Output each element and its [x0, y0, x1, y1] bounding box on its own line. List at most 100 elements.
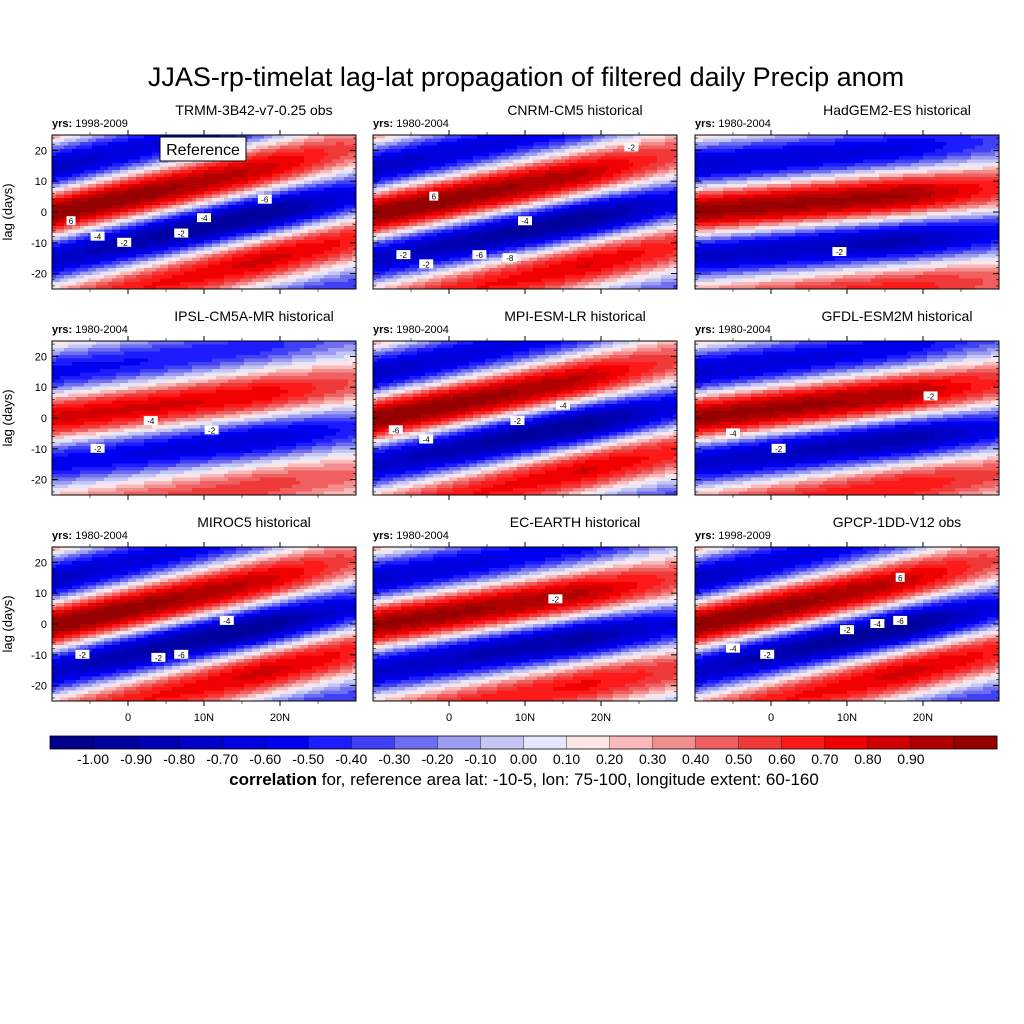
field-cell	[188, 282, 193, 287]
field-cell	[545, 194, 550, 199]
field-cell	[324, 173, 329, 178]
field-cell	[100, 212, 105, 217]
field-cell	[152, 254, 157, 259]
field-cell	[156, 285, 161, 289]
field-cell	[184, 278, 189, 283]
field-cell	[513, 138, 518, 143]
field-cell	[196, 229, 201, 234]
field-cell	[621, 170, 626, 175]
field-cell	[156, 184, 161, 189]
field-cell	[485, 149, 490, 154]
field-cell	[401, 142, 406, 147]
field-cell	[276, 198, 281, 203]
field-cell	[409, 156, 414, 161]
field-cell	[192, 278, 197, 283]
field-cell	[100, 187, 105, 192]
field-cell	[409, 191, 414, 196]
field-cell	[453, 142, 458, 147]
field-cell	[393, 201, 398, 206]
field-cell	[276, 212, 281, 217]
field-cell	[621, 184, 626, 189]
field-cell	[541, 194, 546, 199]
field-cell	[389, 163, 394, 168]
field-cell	[381, 166, 386, 171]
field-cell	[433, 177, 438, 182]
field-cell	[136, 156, 141, 161]
field-cell	[164, 187, 169, 192]
field-cell	[212, 247, 217, 252]
field-cell	[521, 187, 526, 192]
field-cell	[196, 191, 201, 196]
field-cell	[124, 180, 129, 185]
field-cell	[296, 222, 301, 227]
field-cell	[136, 152, 141, 157]
field-cell	[332, 163, 337, 168]
field-cell	[80, 226, 85, 231]
field-cell	[312, 184, 317, 189]
field-cell	[104, 201, 109, 206]
field-cell	[461, 170, 466, 175]
field-cell	[164, 271, 169, 276]
field-cell	[589, 142, 594, 147]
field-cell	[517, 166, 522, 171]
field-cell	[100, 219, 105, 224]
field-cell	[449, 194, 454, 199]
field-cell	[381, 152, 386, 157]
field-cell	[132, 166, 137, 171]
field-cell	[192, 268, 197, 273]
field-cell	[529, 142, 534, 147]
field-cell	[296, 201, 301, 206]
field-cell	[485, 173, 490, 178]
field-cell	[208, 233, 213, 238]
field-cell	[120, 184, 125, 189]
field-cell	[344, 184, 349, 189]
field-cell	[52, 268, 57, 273]
field-cell	[160, 191, 165, 196]
field-cell	[168, 226, 173, 231]
field-cell	[316, 268, 321, 273]
field-cell	[377, 163, 382, 168]
field-cell	[172, 191, 177, 196]
field-cell	[76, 233, 81, 238]
field-cell	[188, 233, 193, 238]
field-cell	[348, 275, 353, 280]
field-cell	[348, 138, 353, 143]
field-cell	[260, 285, 265, 289]
field-cell	[132, 187, 137, 192]
field-cell	[541, 170, 546, 175]
field-cell	[673, 149, 677, 154]
field-cell	[136, 261, 141, 266]
field-cell	[284, 187, 289, 192]
field-cell	[300, 257, 305, 262]
field-cell	[124, 275, 129, 280]
field-cell	[52, 236, 57, 241]
field-cell	[232, 194, 237, 199]
field-cell	[581, 191, 586, 196]
field-cell	[505, 194, 510, 199]
field-cell	[453, 166, 458, 171]
field-cell	[248, 229, 253, 234]
field-cell	[112, 254, 117, 259]
field-cell	[280, 254, 285, 259]
field-cell	[445, 201, 450, 206]
field-cell	[88, 173, 93, 178]
field-cell	[64, 152, 69, 157]
field-cell	[425, 187, 430, 192]
field-cell	[625, 159, 630, 164]
field-cell	[80, 247, 85, 252]
field-cell	[493, 191, 498, 196]
field-cell	[244, 159, 249, 164]
y-tick-label: -10	[31, 238, 47, 250]
field-cell	[168, 240, 173, 245]
field-cell	[72, 152, 77, 157]
field-cell	[180, 226, 185, 231]
field-cell	[224, 184, 229, 189]
field-cell	[352, 240, 356, 245]
field-cell	[308, 177, 313, 182]
field-cell	[144, 222, 149, 227]
field-cell	[248, 222, 253, 227]
field-cell	[52, 187, 57, 192]
field-cell	[88, 222, 93, 227]
field-cell	[509, 201, 514, 206]
field-cell	[220, 201, 225, 206]
